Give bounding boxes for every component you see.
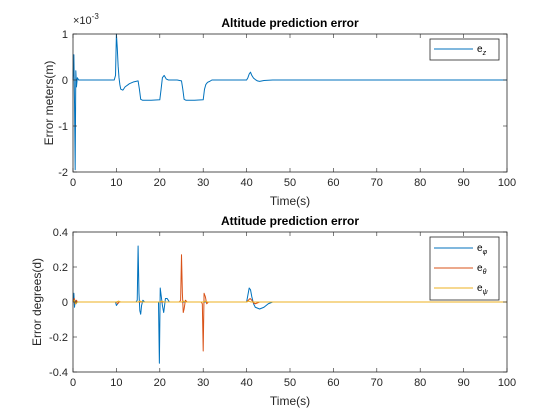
altitude-x-ticks: 0 10 20 30 40 50 60 70 80 90 100 xyxy=(70,34,516,189)
attitude-y-tick-label: -0.2 xyxy=(49,332,68,344)
altitude-y-axis-label: Error meters(m) xyxy=(42,61,56,146)
altitude-x-axis-label: Time(s) xyxy=(270,194,310,208)
altitude-x-tick-label: 10 xyxy=(110,177,122,189)
altitude-x-tick-label: 60 xyxy=(327,177,339,189)
attitude-error-axes: 0 10 20 30 40 50 60 70 80 90 100 -0.4 -0.2 0 0.2 0.4 A… xyxy=(30,214,516,408)
altitude-x-tick-label: 40 xyxy=(240,177,252,189)
attitude-chart-title: Attitude prediction error xyxy=(221,214,359,228)
altitude-y-tick-label: 1 xyxy=(62,29,68,41)
attitude-x-tick-label: 40 xyxy=(240,377,252,389)
altitude-y-ticks: -2 -1 0 1 xyxy=(58,29,507,179)
altitude-x-tick-label: 50 xyxy=(284,177,296,189)
attitude-x-tick-label: 80 xyxy=(414,377,426,389)
altitude-y-exponent: ×10-3 xyxy=(73,12,99,27)
attitude-x-tick-label: 50 xyxy=(284,377,296,389)
legend-label-ez: ez xyxy=(477,44,487,57)
altitude-series-line-e-0 xyxy=(72,33,507,171)
attitude-y-tick-label: -0.4 xyxy=(49,367,68,379)
attitude-series-line-e-2 xyxy=(72,299,507,305)
attitude-y-axis-label: Error degrees(d) xyxy=(30,258,44,346)
attitude-x-tick-label: 10 xyxy=(110,377,122,389)
attitude-y-tick-label: 0 xyxy=(62,297,68,309)
legend-label-ephi: eφ xyxy=(477,243,488,256)
altitude-error-axes: 0 10 20 30 40 50 60 70 80 90 100 -2 -1 0 1 Altitude p… xyxy=(42,12,516,208)
altitude-x-tick-label: 30 xyxy=(197,177,209,189)
attitude-y-tick-label: 0.4 xyxy=(53,227,68,239)
attitude-y-tick-label: 0.2 xyxy=(53,262,68,274)
altitude-y-tick-label: 0 xyxy=(62,75,68,87)
altitude-x-tick-label: 90 xyxy=(457,177,469,189)
attitude-x-tick-label: 30 xyxy=(197,377,209,389)
altitude-legend: ez xyxy=(429,38,500,61)
altitude-chart-title: Altitude prediction error xyxy=(221,16,359,30)
attitude-x-tick-label: 70 xyxy=(371,377,383,389)
attitude-x-tick-label: 90 xyxy=(457,377,469,389)
attitude-x-tick-label: 0 xyxy=(70,377,76,389)
legend-label-etheta: eθ xyxy=(477,263,487,276)
altitude-x-tick-label: 0 xyxy=(70,177,76,189)
attitude-x-ticks: 0 10 20 30 40 50 60 70 80 90 100 xyxy=(70,232,516,389)
altitude-x-tick-label: 80 xyxy=(414,177,426,189)
altitude-y-tick-label: -1 xyxy=(58,121,68,133)
altitude-x-tick-label: 100 xyxy=(498,177,516,189)
altitude-x-tick-label: 20 xyxy=(154,177,166,189)
altitude-series-group xyxy=(72,33,507,171)
altitude-x-tick-label: 70 xyxy=(371,177,383,189)
attitude-series-group xyxy=(72,245,507,364)
altitude-y-tick-label: -2 xyxy=(58,167,68,179)
attitude-legend: eφ eθ eψ xyxy=(429,236,500,301)
attitude-x-tick-label: 20 xyxy=(154,377,166,389)
attitude-x-tick-label: 60 xyxy=(327,377,339,389)
attitude-y-ticks: -0.4 -0.2 0 0.2 0.4 xyxy=(49,227,507,379)
legend-label-epsi: eψ xyxy=(477,283,488,296)
attitude-x-tick-label: 100 xyxy=(498,377,516,389)
attitude-x-axis-label: Time(s) xyxy=(270,394,310,408)
